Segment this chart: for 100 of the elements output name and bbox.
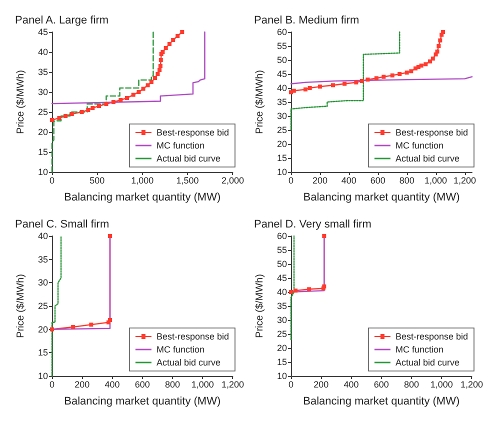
x-tick-label: 600 (374, 380, 389, 390)
x-tick-label: 800 (399, 176, 414, 186)
point (404, 70, 409, 75)
point (354, 80, 358, 84)
point (342, 82, 347, 86)
y-tick-label: 45 (276, 69, 287, 79)
point (90, 106, 95, 110)
point (419, 64, 424, 68)
x-tick-label: 200 (312, 176, 328, 186)
legend-label: MC function (395, 344, 444, 354)
point (330, 83, 335, 88)
point (111, 100, 116, 104)
y-tick-label: 10 (276, 167, 287, 177)
y-tick-label: 50 (276, 55, 287, 65)
point (158, 58, 163, 62)
legend-label: Best-response bid (156, 128, 230, 138)
x-tick-label: 2,000 (221, 176, 244, 186)
point (86, 108, 90, 112)
point (180, 30, 184, 34)
point (57, 116, 62, 120)
x-tick-label: 1,000 (430, 380, 453, 390)
point (149, 80, 154, 84)
point (435, 50, 440, 54)
x-axis-title: Balancing market quantity (MW) (64, 192, 221, 204)
point (409, 69, 414, 74)
legend-label: MC function (156, 344, 204, 354)
x-tick-label: 600 (134, 380, 150, 390)
point (125, 96, 130, 100)
point (308, 86, 312, 90)
x-tick-label: 1,200 (460, 380, 484, 390)
point (158, 64, 162, 68)
x-tick-label: 400 (104, 380, 120, 390)
y-tick-label: 55 (276, 41, 287, 51)
point (71, 325, 76, 329)
legend-label: Actual bid curve (156, 358, 221, 368)
y-tick-label: 10 (276, 371, 287, 381)
point (303, 87, 308, 92)
legend-label: Actual bid curve (395, 358, 460, 368)
y-tick-label: 25 (38, 107, 48, 117)
y-tick-label: 30 (38, 278, 48, 288)
point (390, 73, 394, 78)
point (398, 72, 402, 76)
point (108, 318, 112, 322)
legend-label: Actual bid curve (395, 154, 460, 164)
point (318, 84, 322, 89)
x-tick-label: 500 (90, 176, 105, 186)
point (360, 79, 364, 83)
chart-title: Panel C. Small firm (15, 218, 110, 230)
legend-label: Actual bid curve (156, 154, 221, 164)
point (430, 56, 435, 61)
point (80, 110, 84, 114)
y-tick-label: 20 (38, 127, 48, 137)
y-tick-label: 40 (276, 287, 287, 297)
x-tick-label: 1,000 (424, 176, 448, 186)
y-tick-label: 20 (38, 324, 48, 334)
y-axis-title: Price ($/MWh) (16, 274, 26, 338)
x-axis-title: Balancing market quantity (MW) (303, 396, 460, 408)
legend-label: Best-response bid (395, 128, 468, 138)
point (294, 288, 298, 293)
y-tick-label: 35 (276, 97, 287, 107)
x-tick-label: 0 (49, 380, 55, 390)
y-tick-label: 35 (276, 301, 287, 311)
y-tick-label: 25 (276, 329, 287, 339)
x-tick-label: 800 (404, 380, 420, 390)
x-tick-label: 1,200 (221, 380, 244, 390)
x-tick-label: 400 (341, 176, 356, 186)
y-tick-label: 20 (276, 139, 287, 149)
point (118, 98, 123, 102)
point (96, 104, 101, 108)
point (292, 88, 296, 93)
legend-label: MC function (395, 140, 444, 150)
point (424, 62, 428, 66)
y-tick-label: 25 (38, 301, 48, 311)
point (141, 86, 146, 91)
point (366, 78, 370, 82)
point (441, 30, 446, 34)
line-series (290, 31, 400, 131)
y-tick-label: 35 (38, 254, 48, 264)
x-tick-label: 400 (344, 380, 359, 390)
y-tick-label: 45 (38, 27, 48, 37)
x-tick-label: 600 (370, 176, 386, 186)
point (164, 46, 168, 50)
y-axis-title: Price ($/MWh) (254, 70, 266, 134)
y-tick-label: 30 (276, 315, 287, 325)
x-axis-title: Balancing market quantity (MW) (303, 192, 460, 204)
point (176, 34, 180, 38)
y-tick-label: 40 (38, 47, 48, 57)
y-axis-title: Price ($/MWh) (254, 274, 266, 338)
y-tick-label: 25 (276, 125, 287, 135)
x-tick-label: 1,000 (131, 176, 154, 186)
point (438, 38, 442, 42)
point (156, 72, 160, 76)
line-series (51, 31, 206, 104)
legend-label: MC function (156, 140, 204, 150)
y-tick-label: 40 (276, 83, 287, 93)
y-tick-label: 20 (276, 343, 287, 353)
point (158, 68, 162, 72)
y-tick-label: 15 (276, 357, 287, 367)
point (436, 44, 441, 48)
y-axis-title: Price ($/MWh) (16, 70, 26, 134)
